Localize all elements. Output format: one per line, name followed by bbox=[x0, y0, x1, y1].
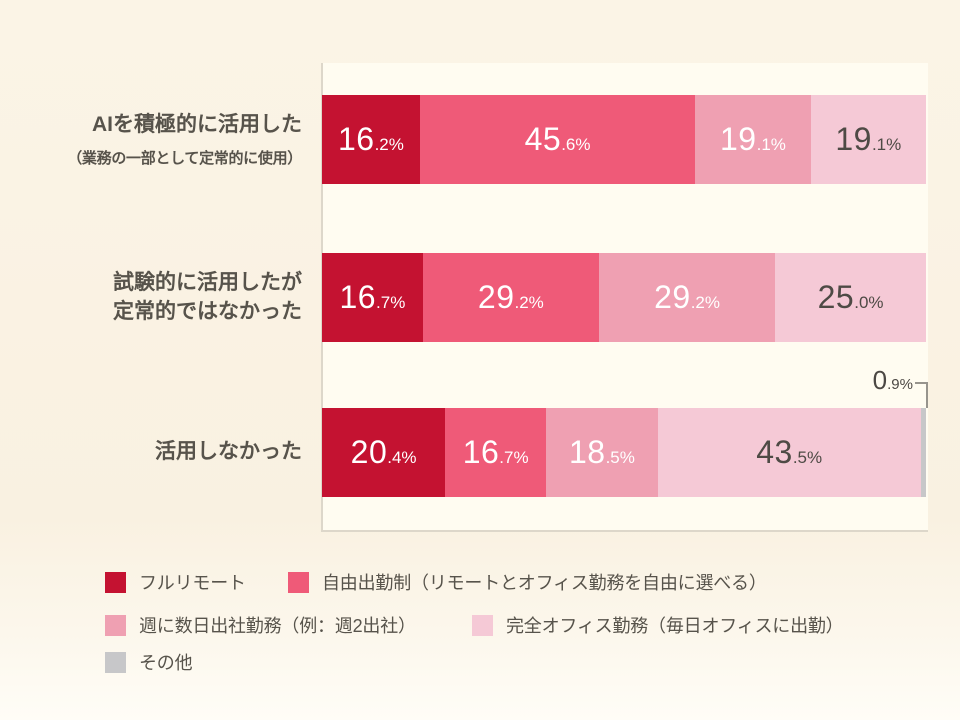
legend-item-4: その他 bbox=[105, 649, 193, 675]
bar-segment-r0-s2: 19.1% bbox=[695, 95, 811, 184]
legend-label: 週に数日出社勤務（例：週2出社） bbox=[139, 616, 416, 636]
bar-row-2: 20.4% 16.7% 18.5% 43.5% bbox=[322, 408, 926, 497]
bar-row-1: 16.7% 29.2% 29.2% 25.0% bbox=[322, 253, 926, 342]
legend-item-1: 自由出勤制（リモートとオフィス勤務を自由に選べる） bbox=[288, 569, 767, 595]
category-label-0: AIを積極的に活用した （業務の一部として定常的に使用） bbox=[18, 95, 302, 184]
legend-swatch bbox=[288, 571, 309, 593]
category-sublabel-text: （業務の一部として定常的に使用） bbox=[67, 149, 302, 167]
callout-other-value: 0.9% bbox=[790, 365, 913, 396]
segment-value-label: 43.5% bbox=[756, 434, 823, 470]
x-axis-line bbox=[321, 530, 928, 532]
legend-label: 完全オフィス勤務（毎日オフィスに出勤） bbox=[506, 616, 844, 636]
category-label-text: 試験的に活用したが 定常的ではなかった bbox=[113, 271, 302, 323]
segment-value-label: 16.7% bbox=[462, 434, 529, 470]
legend-item-2: 週に数日出社勤務（例：週2出社） bbox=[105, 612, 416, 638]
bar-segment-r2-s3: 43.5% bbox=[657, 408, 921, 497]
category-label-1: 試験的に活用したが 定常的ではなかった bbox=[18, 253, 302, 342]
bar-segment-r1-s3: 25.0% bbox=[775, 253, 926, 342]
legend-label: その他 bbox=[139, 653, 193, 673]
legend-label: フルリモート bbox=[139, 573, 246, 593]
segment-value-label: 18.5% bbox=[568, 434, 635, 470]
legend-item-0: フルリモート bbox=[105, 569, 246, 595]
bar-segment-r1-s2: 29.2% bbox=[598, 253, 776, 342]
callout-int: 0 bbox=[872, 365, 888, 395]
bar-segment-r2-s1: 16.7% bbox=[445, 408, 547, 497]
segment-value-label: 29.2% bbox=[654, 279, 720, 315]
bar-segment-r0-s1: 45.6% bbox=[419, 95, 696, 184]
bar-segment-r0-s3: 19.1% bbox=[810, 95, 926, 184]
category-label-text: 活用しなかった bbox=[155, 440, 302, 464]
bar-segment-r1-s1: 29.2% bbox=[422, 253, 599, 342]
bar-segment-r2-s0: 20.4% bbox=[322, 408, 446, 497]
segment-value-label: 20.4% bbox=[350, 434, 417, 470]
category-label-text: AIを積極的に活用した bbox=[92, 113, 302, 137]
bar-segment-r2-s4 bbox=[920, 408, 926, 497]
segment-value-label: 45.6% bbox=[524, 121, 591, 157]
legend-swatch bbox=[105, 614, 126, 636]
bar-segment-r0-s0: 16.2% bbox=[322, 95, 420, 184]
legend-label: 自由出勤制（リモートとオフィス勤務を自由に選べる） bbox=[322, 573, 767, 593]
bars-container: 16.2% 45.6% 19.1% 19.1% 16.7% 29.2% 29.2% 25.0%… bbox=[322, 63, 926, 530]
legend-item-3: 完全オフィス勤務（毎日オフィスに出勤） bbox=[472, 612, 844, 638]
segment-value-label: 16.7% bbox=[339, 279, 406, 315]
segment-value-label: 25.0% bbox=[817, 279, 884, 315]
callout-frac: .9% bbox=[887, 376, 913, 393]
segment-value-label: 29.2% bbox=[477, 279, 544, 315]
callout-bracket-line bbox=[915, 382, 928, 408]
bar-segment-r2-s2: 18.5% bbox=[546, 408, 658, 497]
category-label-2: 活用しなかった bbox=[18, 408, 302, 497]
segment-value-label: 19.1% bbox=[720, 121, 786, 157]
legend-swatch bbox=[105, 651, 126, 673]
legend-swatch bbox=[472, 614, 493, 636]
legend-swatch bbox=[105, 571, 126, 593]
segment-value-label: 19.1% bbox=[835, 121, 902, 157]
segment-value-label: 16.2% bbox=[337, 121, 404, 157]
bar-row-0: 16.2% 45.6% 19.1% 19.1% bbox=[322, 95, 926, 184]
bar-segment-r1-s0: 16.7% bbox=[322, 253, 423, 342]
